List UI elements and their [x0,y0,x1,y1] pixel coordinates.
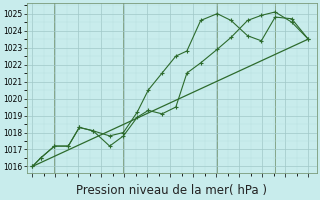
X-axis label: Pression niveau de la mer( hPa ): Pression niveau de la mer( hPa ) [76,184,267,197]
